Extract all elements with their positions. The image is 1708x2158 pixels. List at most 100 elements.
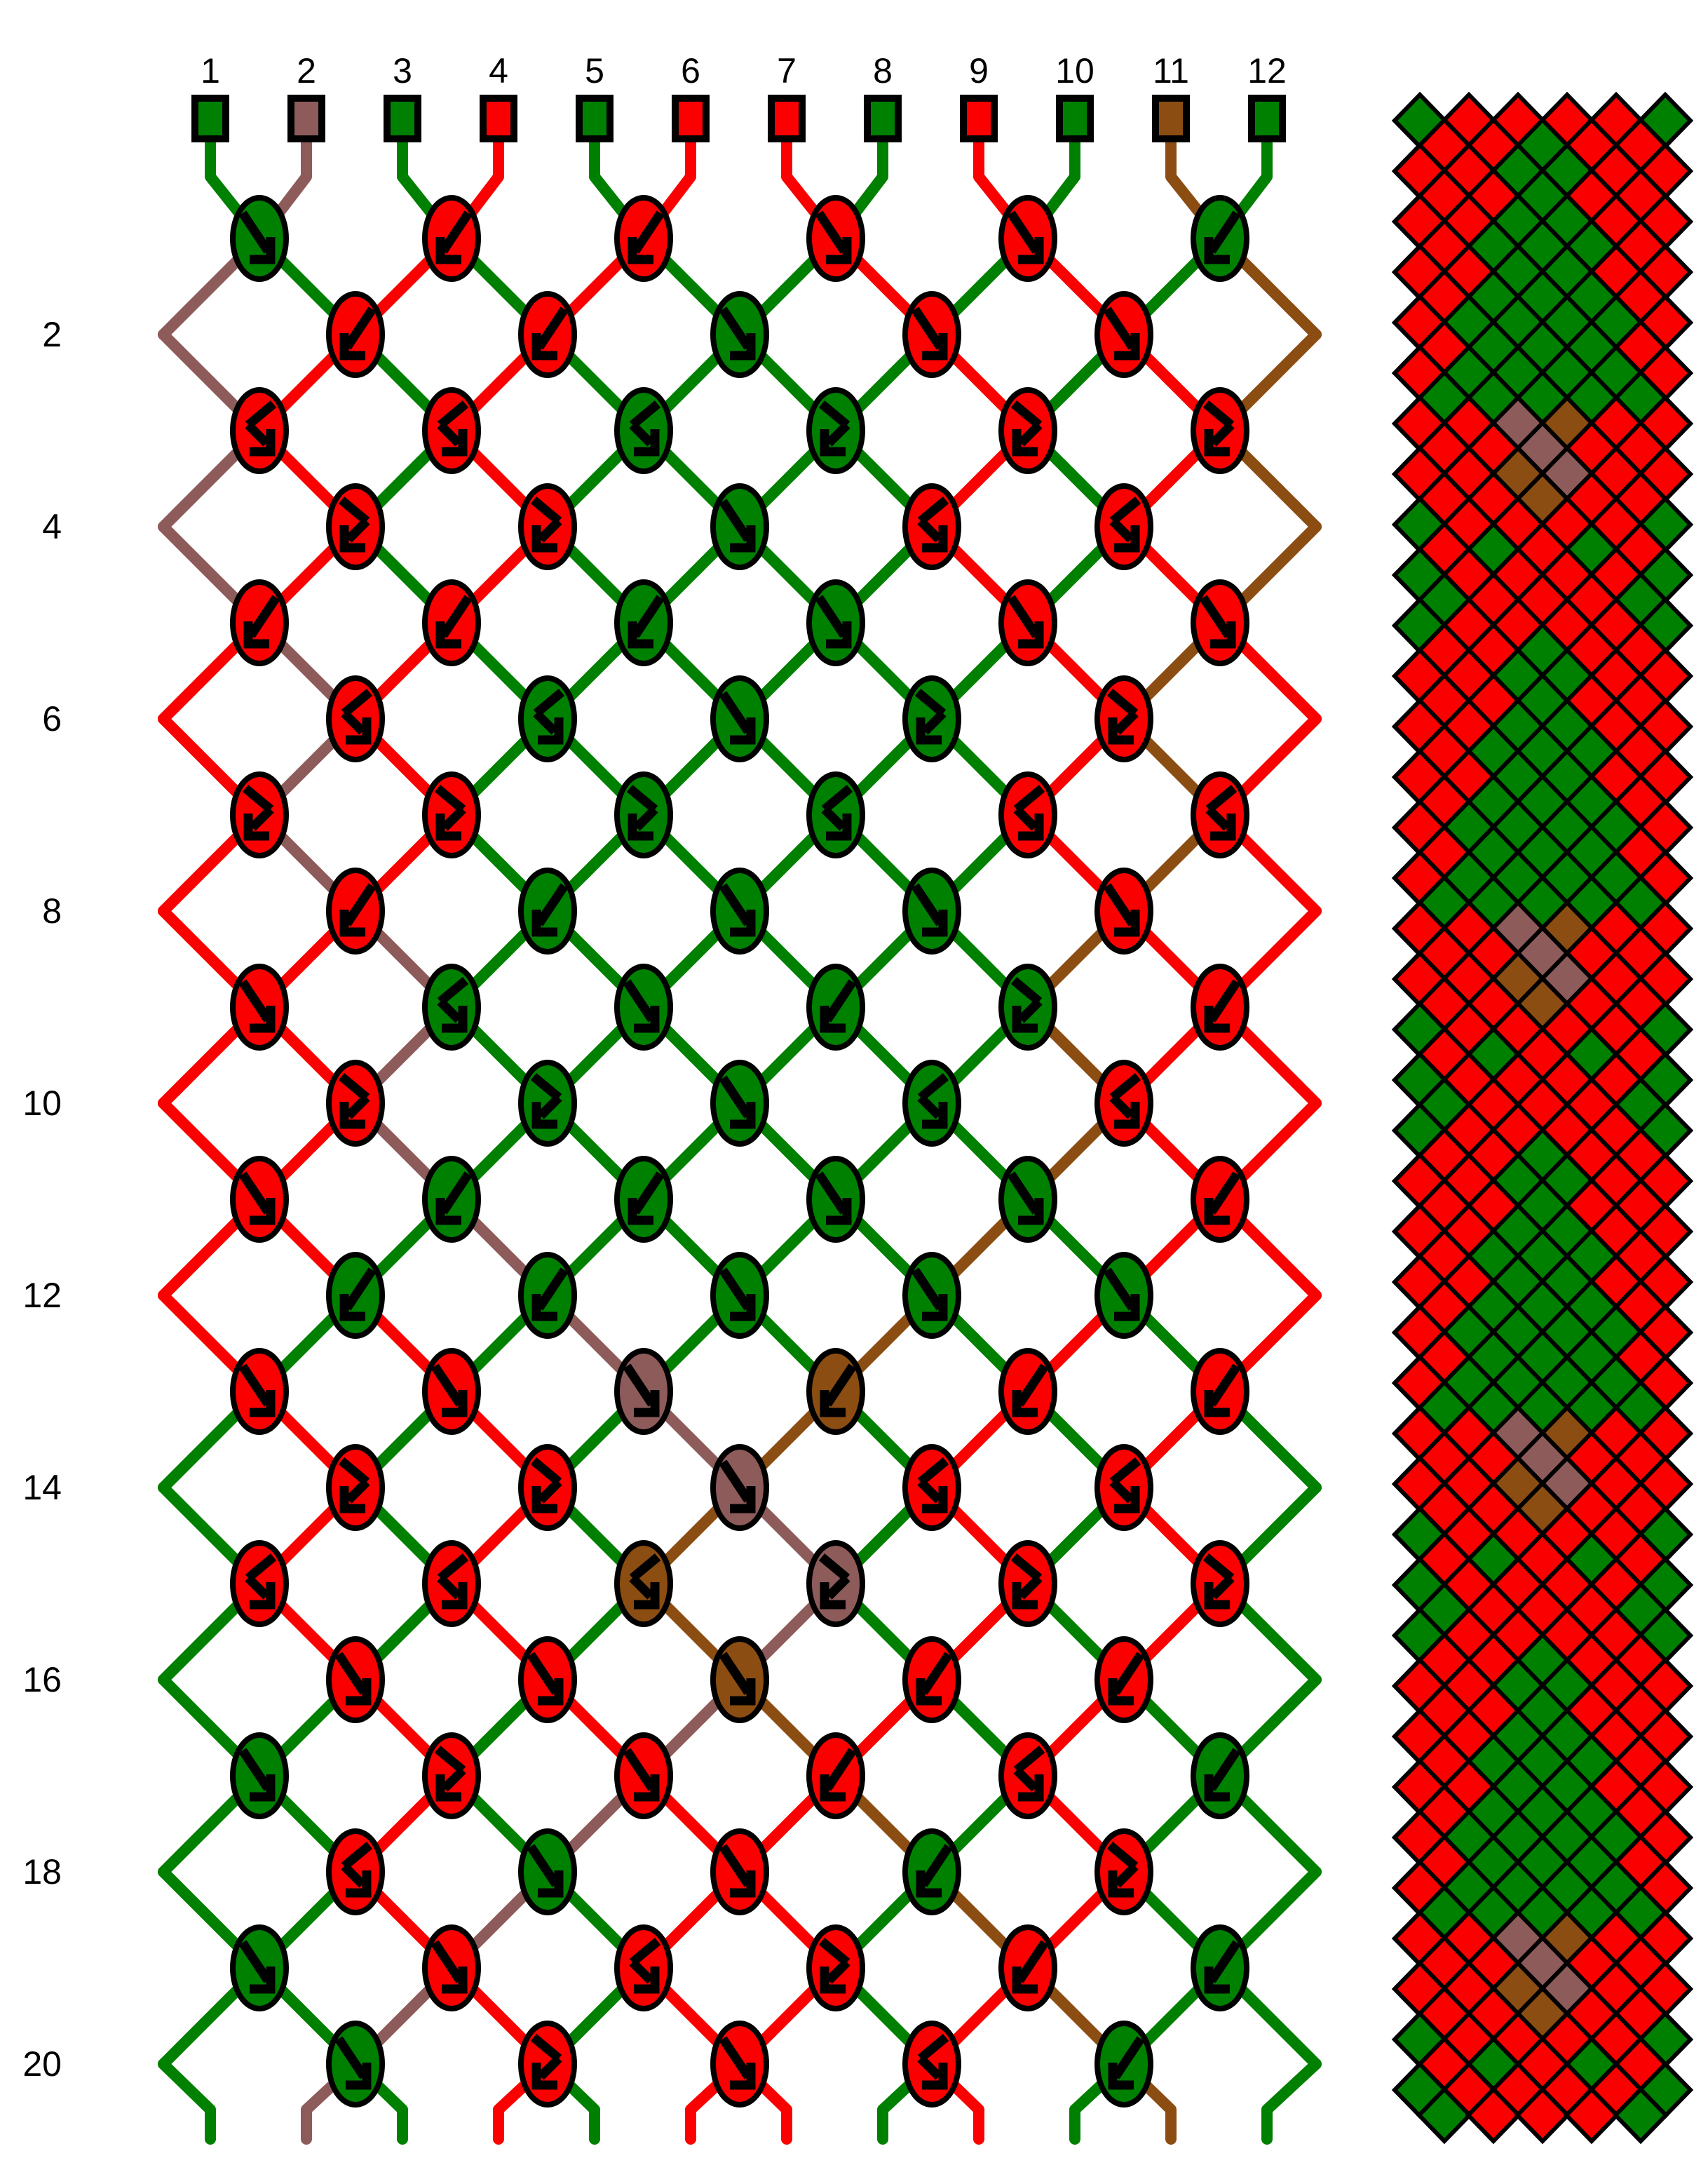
knot-arrow-head <box>1114 1486 1140 1513</box>
strand-9-color-square <box>960 95 998 142</box>
knot-row12-col1-b-knot <box>326 1252 385 1339</box>
knot-arrow-shaft <box>437 422 462 447</box>
knot-row1-col6-b-knot <box>1191 195 1249 282</box>
knot-row18-col2-f-knot <box>518 1828 577 1915</box>
knot-row3-col3-bf-knot <box>614 387 673 474</box>
strand-7-color-square <box>768 95 806 142</box>
knot-arrow-shaft <box>338 1073 370 1101</box>
knot-row19-col1-f-knot <box>230 1924 289 2011</box>
knot-arrow-shaft <box>439 595 473 638</box>
row-number-8: 8 <box>42 891 62 931</box>
knot-arrow-head <box>730 1102 756 1129</box>
knot-arrow-shaft <box>917 1478 942 1504</box>
knot-row1-col4-f-knot <box>806 195 865 282</box>
strand-8-color-square <box>864 95 902 142</box>
knot-arrow-head <box>1012 429 1038 457</box>
knot-row16-col4-b-knot <box>902 1636 961 1723</box>
preview-diamond <box>1416 2086 1473 2145</box>
knot-row14-col1-fb-knot <box>326 1444 385 1531</box>
knot-arrow-shaft <box>238 210 272 254</box>
knot-arrow-shaft <box>917 2034 949 2062</box>
knot-arrow-head <box>1018 237 1044 264</box>
knot-arrow-shaft <box>431 1363 464 1407</box>
knot-row12-col2-b-knot <box>518 1252 577 1339</box>
knot-arrow-shaft <box>341 710 366 735</box>
knot-arrow-shaft <box>245 422 270 447</box>
knot-arrow-shaft <box>631 1171 665 1215</box>
knot-arrow-shaft <box>439 1171 473 1215</box>
knot-arrow-shaft <box>719 2036 752 2079</box>
knot-row4-col2-fb-knot <box>518 483 577 570</box>
knot-arrow-shaft <box>247 595 280 638</box>
knot-arrow-head <box>346 2063 372 2090</box>
knot-arrow-head <box>442 429 468 457</box>
knot-row11-col5-f-knot <box>998 1156 1057 1243</box>
knot-arrow-shaft <box>1113 1863 1139 1888</box>
knot-arrow-head <box>922 1102 948 1129</box>
knot-row5-col5-f-knot <box>998 579 1057 666</box>
knot-arrow-shaft <box>334 2036 368 2079</box>
knot-arrow-shaft <box>917 1457 949 1485</box>
row-number-18: 18 <box>22 1852 62 1891</box>
knot-arrow-shaft <box>341 1842 373 1870</box>
knot-arrow-head <box>1114 525 1140 553</box>
knot-arrow-shaft <box>1109 1094 1134 1119</box>
knot-row5-col3-b-knot <box>614 579 673 666</box>
knot-row16-col2-f-knot <box>518 1636 577 1723</box>
knot-arrow-head <box>339 333 365 360</box>
knot-row9-col5-fb-knot <box>998 964 1057 1051</box>
knot-arrow-shaft <box>1017 1574 1043 1600</box>
knot-arrow-shaft <box>238 1940 272 1983</box>
knot-arrow-shaft <box>821 806 846 831</box>
knot-arrow-shaft <box>1205 785 1238 813</box>
knot-arrow-head <box>628 1198 653 1225</box>
knot-row11-col3-b-knot <box>614 1156 673 1243</box>
knot-arrow-shaft <box>1199 595 1233 638</box>
knot-row20-col1-f-knot <box>326 2021 385 2108</box>
knot-arrow-head <box>820 429 846 457</box>
knot-arrow-shaft <box>719 691 752 734</box>
knot-arrow-shaft <box>917 518 942 543</box>
knot-row14-col5-bf-knot <box>1094 1444 1153 1531</box>
knot-row4-col5-bf-knot <box>1094 483 1153 570</box>
knot-row18-col5-fb-knot <box>1094 1828 1153 1915</box>
knot-arrow-head <box>531 910 557 937</box>
knot-row9-col3-f-knot <box>614 964 673 1051</box>
knot-arrow-head <box>634 1582 660 1610</box>
knot-row20-col4-bf-knot <box>902 2021 961 2108</box>
knot-arrow-head <box>1204 1006 1230 1033</box>
knot-row19-col2-f-knot <box>422 1924 481 2011</box>
knot-arrow-shaft <box>1106 1842 1139 1870</box>
row-number-10: 10 <box>22 1084 62 1123</box>
knot-arrow-shaft <box>1113 710 1139 735</box>
knot-row10-col1-fb-knot <box>326 1060 385 1147</box>
knot-arrow-head <box>628 621 653 649</box>
strand-number-12: 12 <box>1247 51 1287 90</box>
knot-arrow-head <box>730 333 756 360</box>
knot-arrow-shaft <box>437 400 469 429</box>
knot-arrow-shaft <box>1207 210 1241 254</box>
knot-arrow-head <box>1012 1006 1038 1033</box>
knot-row15-col4-fb-knot <box>806 1540 865 1627</box>
knot-arrow-head <box>730 1294 756 1321</box>
knot-row19-col6-b-knot <box>1191 1924 1249 2011</box>
knot-arrow-shaft <box>338 1457 370 1485</box>
knot-row6-col5-fb-knot <box>1094 675 1153 762</box>
knot-arrow-head <box>250 1390 276 1417</box>
knot-arrow-shaft <box>343 1267 377 1311</box>
knot-row11-col2-b-knot <box>422 1156 481 1243</box>
knot-row2-col5-f-knot <box>1094 291 1153 378</box>
knot-arrow-shaft <box>629 1938 661 1966</box>
knot-arrow-shaft <box>1007 595 1041 638</box>
knot-row11-col6-b-knot <box>1191 1156 1249 1243</box>
knot-symbols-layer <box>230 195 1249 2108</box>
knot-arrow-head <box>628 814 653 841</box>
knot-arrow-head <box>1108 2063 1134 2090</box>
knot-arrow-shaft <box>1205 806 1231 831</box>
knot-arrow-head <box>531 2063 557 2090</box>
knot-row15-col5-fb-knot <box>998 1540 1057 1627</box>
knot-arrow-head <box>346 1870 372 1898</box>
knot-arrow-shaft <box>238 1748 272 1791</box>
knot-arrow-head <box>1204 1198 1230 1225</box>
